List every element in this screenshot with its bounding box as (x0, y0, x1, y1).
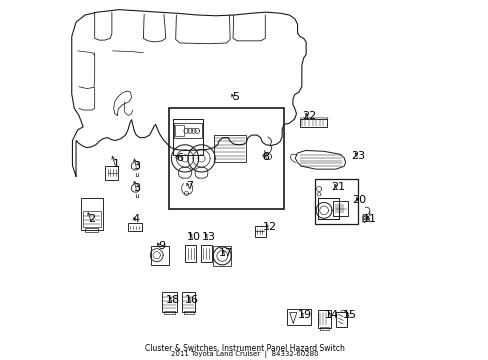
Text: 17: 17 (218, 248, 232, 258)
Text: 20: 20 (351, 195, 366, 204)
Bar (81, 198, 102, 230)
Text: 9: 9 (158, 241, 164, 251)
Text: 16: 16 (184, 295, 198, 305)
Text: 3: 3 (133, 183, 140, 193)
Bar (317, 198, 339, 219)
Bar (83, 211, 101, 227)
Bar (286, 309, 310, 325)
Text: 7: 7 (186, 181, 193, 191)
Text: 22: 22 (301, 111, 316, 121)
Text: 10: 10 (186, 231, 200, 242)
Bar (105, 166, 118, 180)
Bar (335, 312, 346, 327)
Text: 19: 19 (297, 310, 311, 320)
Text: 23: 23 (351, 150, 365, 161)
Bar (174, 125, 183, 136)
Text: Cluster & Switches, Instrument Panel Hazard Switch: Cluster & Switches, Instrument Panel Haz… (144, 344, 344, 353)
Bar (201, 245, 211, 262)
Bar (182, 292, 195, 312)
Bar (333, 201, 347, 216)
Bar (255, 226, 265, 237)
Bar (169, 108, 284, 208)
Text: 18: 18 (165, 295, 180, 305)
Bar (185, 245, 196, 262)
Bar (319, 327, 328, 330)
Text: 2: 2 (88, 214, 96, 224)
Bar (172, 119, 203, 155)
Text: 2011 Toyota Land Cruiser  |  84332-60280: 2011 Toyota Land Cruiser | 84332-60280 (170, 351, 318, 358)
Bar (173, 122, 202, 138)
Bar (213, 246, 231, 266)
Text: 21: 21 (330, 182, 344, 192)
Text: 4: 4 (132, 214, 140, 224)
Bar (183, 311, 193, 314)
Text: 5: 5 (232, 93, 239, 103)
Bar (315, 179, 358, 224)
Text: 14: 14 (325, 310, 339, 320)
Text: 8: 8 (262, 152, 269, 162)
Bar (128, 223, 142, 231)
Text: 13: 13 (201, 231, 215, 242)
Bar (214, 135, 246, 162)
Text: 3: 3 (133, 161, 140, 171)
Bar (300, 119, 326, 127)
Bar (164, 311, 175, 314)
Text: 6: 6 (175, 153, 183, 163)
Bar (150, 246, 168, 265)
Text: 15: 15 (343, 310, 357, 320)
Bar (317, 310, 330, 328)
Bar (85, 228, 97, 232)
Bar (162, 292, 177, 312)
Text: 12: 12 (262, 221, 276, 231)
Text: 1: 1 (112, 159, 120, 169)
Text: 11: 11 (362, 213, 376, 224)
